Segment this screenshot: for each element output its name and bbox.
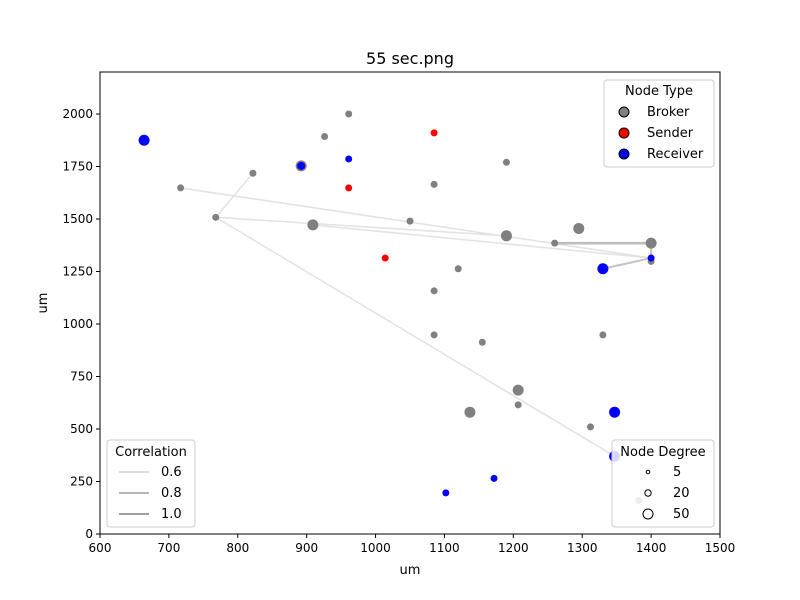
legend-label-broker: Broker bbox=[647, 105, 690, 120]
y-tick-label: 250 bbox=[70, 475, 93, 489]
node-receiver bbox=[442, 489, 450, 497]
correlation-legend-entries: 0.6 0.8 1.0 bbox=[119, 465, 182, 522]
node-broker bbox=[478, 338, 486, 346]
x-tick-label: 800 bbox=[226, 541, 249, 555]
x-tick-label: 900 bbox=[295, 541, 318, 555]
node-type-legend-title: Node Type bbox=[625, 84, 693, 99]
node-broker bbox=[464, 406, 476, 418]
node-broker bbox=[500, 230, 512, 242]
y-tick-label: 2000 bbox=[62, 107, 93, 121]
node-broker bbox=[512, 384, 524, 396]
node-receiver bbox=[345, 155, 353, 163]
node-broker bbox=[586, 423, 594, 431]
nodes-layer bbox=[138, 110, 657, 504]
node-broker bbox=[321, 132, 329, 140]
legend-label-sender: Sender bbox=[647, 126, 694, 141]
degree-legend-marker bbox=[645, 469, 651, 475]
node-receiver bbox=[297, 161, 306, 170]
correlation-edge bbox=[179, 187, 652, 259]
x-tick-label: 1400 bbox=[636, 541, 667, 555]
node-receiver bbox=[647, 254, 655, 262]
node-receiver bbox=[138, 134, 150, 146]
node-broker bbox=[599, 331, 607, 339]
y-tick-label: 1250 bbox=[62, 265, 93, 279]
correlation-edge bbox=[214, 216, 508, 237]
node-broker bbox=[514, 401, 522, 409]
node-broker bbox=[502, 158, 510, 166]
correlation-edge bbox=[214, 172, 254, 219]
edges-layer bbox=[179, 172, 653, 458]
legend-label-receiver: Receiver bbox=[647, 147, 704, 162]
node-broker bbox=[345, 110, 353, 118]
node-broker bbox=[406, 217, 414, 225]
y-tick-label: 1000 bbox=[62, 317, 93, 331]
correlation-edge bbox=[601, 257, 653, 270]
x-tick-label: 700 bbox=[157, 541, 180, 555]
node-broker bbox=[177, 184, 185, 192]
node-broker bbox=[430, 331, 438, 339]
correlation-legend-label: 1.0 bbox=[161, 507, 182, 522]
x-axis-label: um bbox=[400, 563, 421, 578]
degree-legend-box bbox=[611, 439, 715, 528]
node-type-legend: Node Type Broker Sender Receiver bbox=[603, 79, 715, 168]
x-axis-ticks: 600 700 800 900 1000 1100 1200 1300 1400 1500 bbox=[89, 534, 736, 555]
correlation-legend-title: Correlation bbox=[115, 445, 187, 460]
degree-legend-label: 20 bbox=[673, 486, 690, 501]
degree-legend-title: Node Degree bbox=[620, 445, 705, 460]
degree-legend: Node Degree 5 20 50 bbox=[611, 439, 715, 528]
node-broker bbox=[430, 180, 438, 188]
node-broker bbox=[551, 239, 559, 247]
x-tick-label: 1200 bbox=[498, 541, 529, 555]
legend-marker-sender bbox=[618, 127, 630, 139]
x-tick-label: 1300 bbox=[567, 541, 598, 555]
degree-legend-label: 50 bbox=[673, 507, 690, 522]
node-receiver bbox=[490, 474, 498, 482]
node-broker bbox=[645, 237, 657, 249]
node-broker bbox=[307, 219, 319, 231]
y-tick-label: 1500 bbox=[62, 212, 93, 226]
correlation-edge bbox=[214, 216, 616, 458]
degree-legend-label: 5 bbox=[673, 465, 681, 480]
node-broker bbox=[249, 169, 257, 177]
node-receiver bbox=[609, 406, 621, 418]
legend-marker-broker bbox=[618, 106, 630, 118]
correlation-legend-box bbox=[106, 439, 196, 528]
x-tick-label: 1000 bbox=[360, 541, 391, 555]
degree-legend-entries: 5 20 50 bbox=[642, 465, 690, 522]
node-type-legend-entries: Broker Sender Receiver bbox=[618, 105, 704, 162]
y-tick-label: 1750 bbox=[62, 160, 93, 174]
node-type-legend-box bbox=[603, 79, 715, 168]
node-broker bbox=[212, 213, 220, 221]
plot-frame bbox=[99, 71, 721, 535]
node-broker bbox=[454, 265, 462, 273]
x-tick-label: 1500 bbox=[705, 541, 736, 555]
y-tick-label: 750 bbox=[70, 370, 93, 384]
node-broker bbox=[573, 222, 585, 234]
y-tick-label: 0 bbox=[85, 527, 93, 541]
chart-title: 55 sec.png bbox=[366, 49, 454, 68]
correlation-legend-label: 0.6 bbox=[161, 465, 182, 480]
legend-marker-receiver bbox=[618, 148, 630, 160]
y-axis-ticks: 0 250 500 750 1000 1250 1500 1750 2000 bbox=[62, 107, 100, 541]
correlation-legend: Correlation 0.6 0.8 1.0 bbox=[106, 439, 196, 528]
degree-legend-marker bbox=[644, 489, 652, 497]
node-sender bbox=[345, 184, 353, 192]
x-tick-label: 1100 bbox=[429, 541, 460, 555]
correlation-edge bbox=[312, 224, 652, 259]
y-axis-label: um bbox=[36, 293, 51, 314]
node-broker bbox=[430, 287, 438, 295]
correlation-legend-label: 0.8 bbox=[161, 486, 182, 501]
degree-legend-marker bbox=[642, 508, 654, 520]
y-tick-label: 500 bbox=[70, 422, 93, 436]
node-receiver bbox=[597, 263, 609, 275]
x-tick-label: 600 bbox=[89, 541, 112, 555]
node-sender bbox=[430, 129, 438, 137]
node-sender bbox=[381, 254, 389, 262]
